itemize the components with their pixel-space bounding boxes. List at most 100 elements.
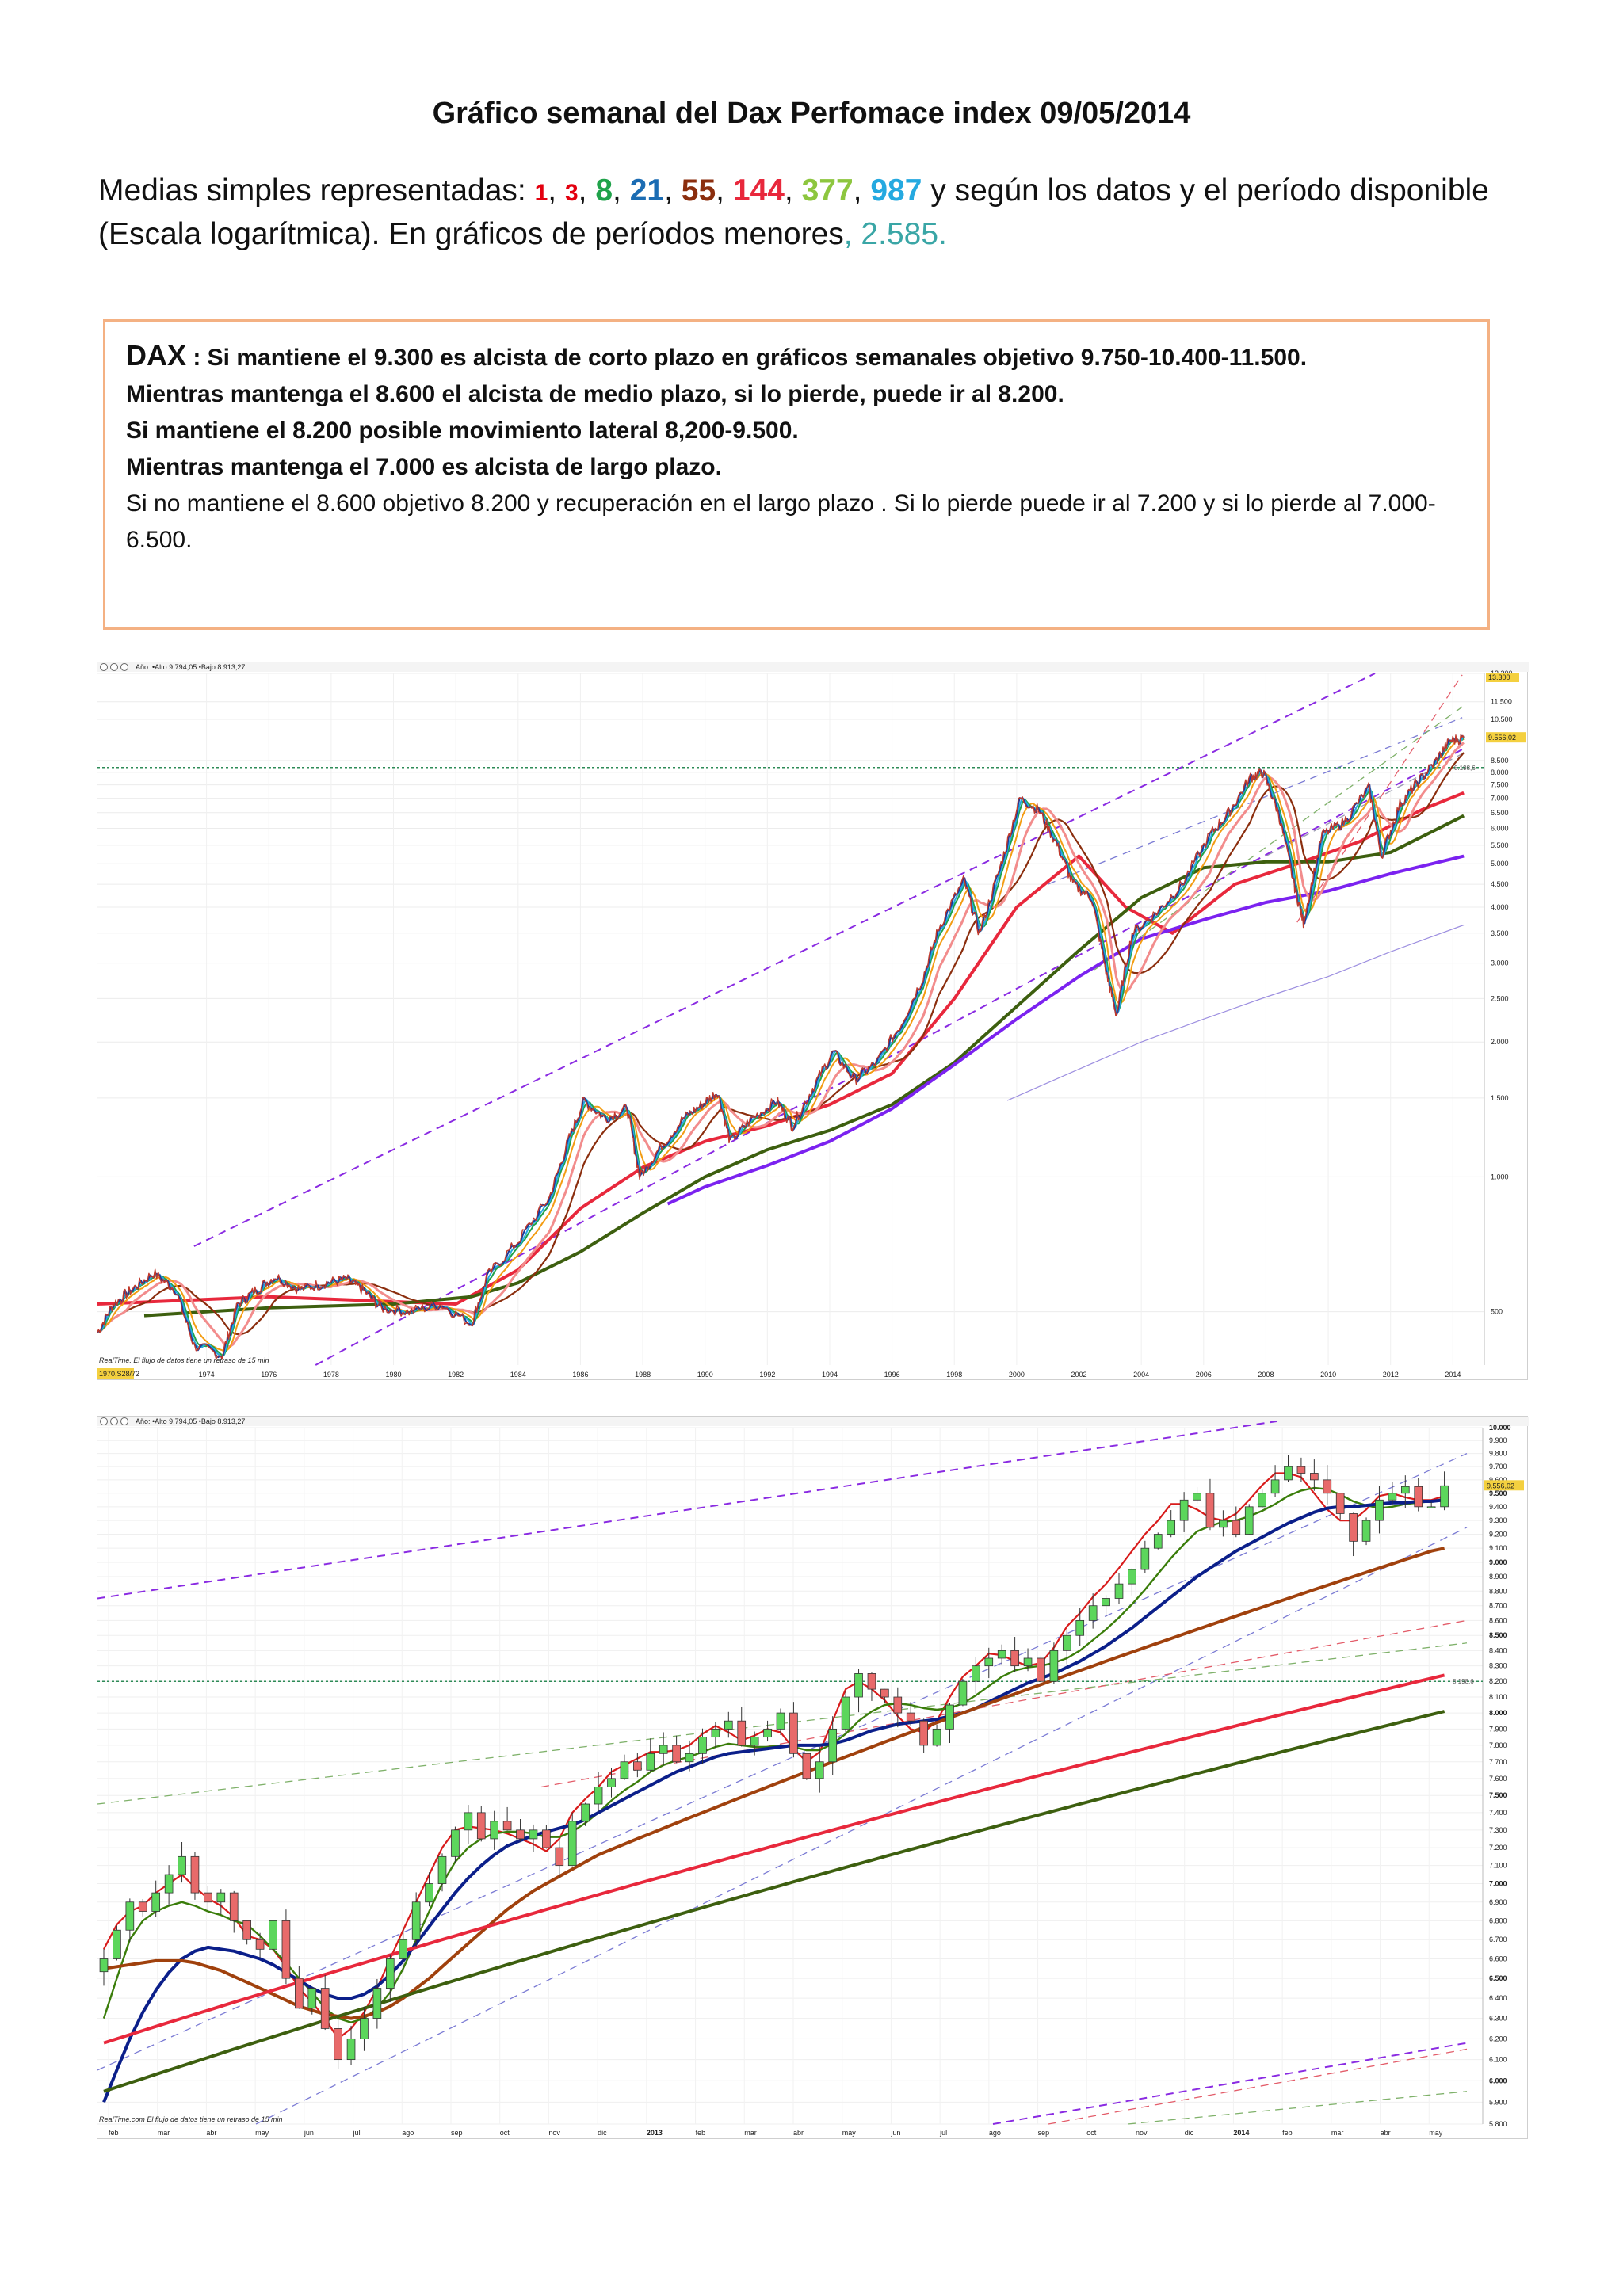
ma-8 — [102, 1486, 1445, 2023]
candle-body — [867, 1673, 876, 1690]
x-tick-label: 2006 — [1196, 1371, 1212, 1379]
x-tick-label: jul — [353, 2129, 361, 2137]
x-tick-label: abr — [1381, 2129, 1391, 2137]
candle-body — [411, 1901, 421, 1940]
x-tick-label: 2012 — [1383, 1371, 1399, 1379]
candle-body — [972, 1665, 980, 1682]
y-tick-label: 6.100 — [1489, 2056, 1507, 2064]
x-tick-label: 1976 — [261, 1371, 277, 1379]
lead-ticker: DAX — [126, 339, 187, 372]
period-separator: , — [613, 174, 630, 208]
candle-body — [437, 1855, 447, 1884]
candle-body — [334, 2028, 342, 2061]
candle-body — [1440, 1485, 1449, 1508]
y-tick-label: 6.200 — [1489, 2035, 1507, 2042]
y-tick-label: 8.500 — [1491, 757, 1509, 765]
close-icon — [120, 1417, 128, 1425]
candle-body — [320, 1988, 330, 2029]
candle-body — [1414, 1486, 1423, 1508]
candle-body — [555, 1847, 564, 1867]
chart-2-svg: Año: •Alto 9.794,05 •Bajo 8.913,27 10.000… — [97, 1417, 1529, 2137]
candle-body — [932, 1728, 941, 1746]
candle-body — [1310, 1473, 1319, 1481]
intro-extra: , 2.585. — [843, 217, 947, 251]
period-separator: , — [578, 174, 596, 208]
candle-body — [1232, 1520, 1241, 1535]
analysis-line-2: Si mantiene el 8.200 posible movimiento … — [126, 418, 799, 444]
candle-body — [997, 1650, 1006, 1659]
x-tick-label: may — [842, 2129, 857, 2137]
y-tick-label: 2.000 — [1491, 1038, 1509, 1046]
x-tick-label: 1986 — [572, 1371, 588, 1379]
ma-21-orange — [97, 738, 1465, 1352]
lead-rest: : Si mantiene el 9.300 es alcista de cor… — [186, 345, 1308, 371]
candle-body — [542, 1829, 551, 1848]
ma-34-pink — [97, 742, 1465, 1348]
y-tick-label: 8.900 — [1489, 1573, 1507, 1581]
x-tick-label: 1984 — [510, 1371, 526, 1379]
candle-body — [802, 1753, 812, 1779]
candle-body — [346, 2038, 356, 2061]
analysis-normal: Si no mantiene el 8.600 objetivo 8.200 y… — [126, 490, 1436, 553]
trend-channel — [540, 1619, 1468, 1788]
x-tick-label: 1982 — [448, 1371, 464, 1379]
y-tick-label: 5.000 — [1491, 860, 1509, 868]
top-label: 13.300 — [1488, 673, 1510, 681]
trend-channel — [97, 1453, 1468, 2071]
x-tick-label: 2002 — [1071, 1371, 1087, 1379]
candle-body — [1284, 1466, 1293, 1481]
ma-ma2585 — [1006, 924, 1465, 1101]
candle-body — [1088, 1605, 1098, 1621]
ma-2 — [97, 734, 1465, 1359]
x-tick-label: ago — [402, 2129, 414, 2137]
x-tick-label: may — [1429, 2129, 1443, 2137]
candle-body — [854, 1673, 863, 1698]
candle-body — [1075, 1619, 1085, 1636]
print-icon — [110, 1417, 118, 1425]
toolbar-text: Año: •Alto 9.794,05 •Bajo 8.913,27 — [136, 663, 245, 671]
x-tick-label: 2014 — [1233, 2129, 1249, 2137]
candle-body — [1296, 1466, 1306, 1474]
y-tick-label: 7.500 — [1491, 781, 1509, 789]
candle-body — [151, 1892, 161, 1912]
chart-weekly-recent: Año: •Alto 9.794,05 •Bajo 8.913,27 10.000… — [97, 1416, 1529, 2139]
candle-body — [1193, 1493, 1201, 1501]
x-tick-label: 1990 — [697, 1371, 713, 1379]
period-55: 55 — [681, 174, 716, 208]
y-tick-label: 8.700 — [1489, 1602, 1507, 1610]
trend-channel — [315, 749, 1463, 1366]
y-tick-label: 6.600 — [1489, 1955, 1507, 1962]
y-tick-label: 4.500 — [1491, 880, 1509, 888]
candle-body — [1153, 1534, 1163, 1549]
candle-body — [607, 1778, 616, 1787]
x-tick-label: oct — [500, 2129, 510, 2137]
periods-list: 1, 3, 8, 21, 55, 144, 377, 987 — [535, 174, 922, 208]
price-line — [97, 734, 1465, 1360]
candle-body — [828, 1728, 838, 1763]
candle-body — [1102, 1598, 1110, 1607]
candle-body — [516, 1829, 525, 1840]
y-tick-label: 6.500 — [1489, 1974, 1507, 1982]
ma-ma144 — [97, 791, 1465, 1306]
candle-body — [698, 1737, 707, 1754]
x-tick-label: may — [255, 2129, 269, 2137]
x-tick-label: abr — [206, 2129, 216, 2137]
period-144: 144 — [732, 174, 785, 208]
period-3: 3 — [564, 180, 579, 206]
period-separator: , — [664, 174, 682, 208]
candle-body — [178, 1855, 186, 1875]
y-tick-label: 7.200 — [1489, 1844, 1507, 1852]
ma-3 — [97, 735, 1465, 1359]
candle-body — [242, 1920, 251, 1940]
candle-body — [385, 1958, 395, 1989]
x-tick-label: 1988 — [635, 1371, 651, 1379]
y-tick-label: 9.200 — [1489, 1531, 1507, 1539]
candle-body — [685, 1753, 694, 1763]
candle-body — [893, 1696, 903, 1714]
intro-text: Medias simples representadas: 1, 3, 8, 2… — [98, 170, 1541, 255]
y-tick-label: 7.000 — [1489, 1880, 1507, 1888]
y-tick-label: 6.500 — [1491, 809, 1509, 817]
candle-body — [229, 1892, 239, 1921]
candle-body — [789, 1712, 798, 1754]
y-tick-label: 10.500 — [1491, 715, 1513, 723]
